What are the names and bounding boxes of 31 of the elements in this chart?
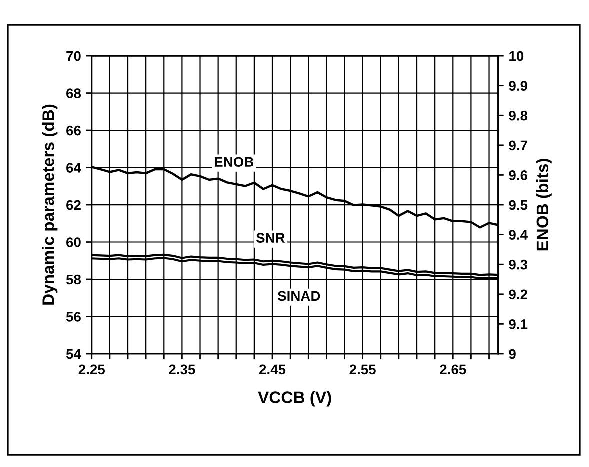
y2-tick-label: 9.6 — [509, 170, 528, 180]
y-axis-title: Dynamic parameters (dB) — [42, 104, 58, 305]
x-tick-label: 2.35 — [169, 364, 196, 375]
x-axis-title: VCCB (V) — [258, 391, 332, 407]
y2-tick-label: 9.1 — [509, 320, 528, 330]
y2-tick-label: 9.5 — [509, 200, 528, 210]
y-tick-label: 58 — [66, 274, 82, 285]
y-tick-label: 64 — [66, 163, 82, 173]
y2-tick-label: 9.2 — [509, 290, 528, 300]
y2-tick-label: 10 — [510, 51, 524, 62]
y-tick-label: 68 — [66, 88, 82, 98]
y-tick-label: 56 — [66, 312, 81, 322]
y2-tick-label: 9.8 — [509, 110, 528, 121]
y-tick-label: 54 — [66, 349, 82, 360]
series-label: ENOB — [214, 157, 254, 168]
x-tick-label: 2.55 — [350, 364, 376, 375]
y-tick-label: 62 — [66, 200, 81, 210]
y-tick-label: 60 — [66, 238, 81, 248]
y2-tick-label: 9.7 — [509, 140, 528, 151]
y2-tick-label: 9.9 — [509, 81, 528, 92]
y2-tick-label: 9.3 — [509, 260, 528, 270]
series-label: SINAD — [278, 291, 320, 302]
y-tick-label: 66 — [66, 126, 81, 136]
y2-axis-title: ENOB (bits) — [536, 159, 552, 251]
y2-tick-label: 9 — [509, 349, 516, 360]
x-tick-label: 2.25 — [78, 364, 106, 375]
series-label: SNR — [256, 233, 286, 244]
y2-tick-label: 9.4 — [509, 230, 528, 240]
y-tick-label: 70 — [66, 51, 81, 62]
x-tick-label: 2.45 — [259, 364, 286, 375]
x-tick-label: 2.65 — [440, 364, 466, 375]
